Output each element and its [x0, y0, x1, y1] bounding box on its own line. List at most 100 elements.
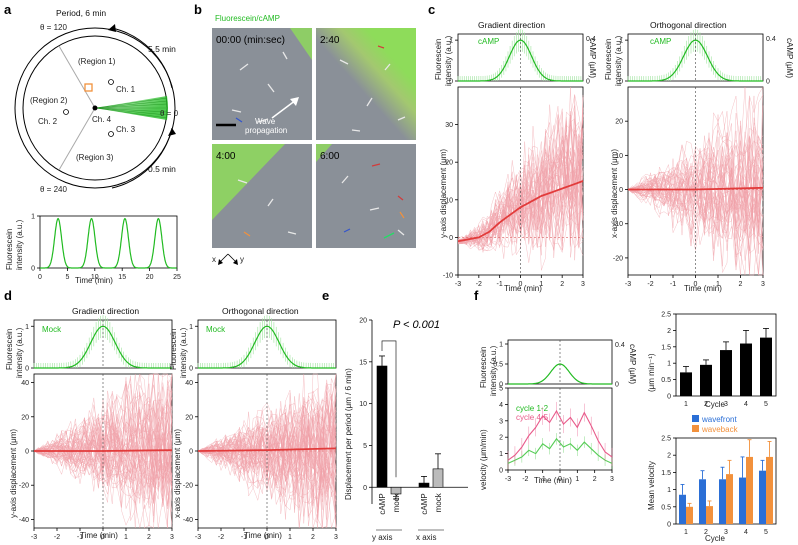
c_right-bot-xtick-4: 1 — [716, 281, 720, 288]
c_right-bot-ytick-4: 20 — [615, 119, 623, 126]
divider-240 — [58, 107, 96, 171]
c_left-top-curve — [458, 39, 583, 82]
d_left-bot-ytick-3: 20 — [21, 414, 29, 421]
d_right-cell-track — [197, 390, 337, 452]
ch4-label: Ch. 4 — [92, 115, 112, 124]
f-legend-c45: cycle 4-5 — [516, 413, 549, 422]
d_right-top-ytick-1: 1 — [189, 324, 193, 331]
fmv-cat-0: 1 — [684, 401, 688, 408]
c_left-bot-xtick-3: 0 — [519, 281, 523, 288]
d_right-bot-xtick-4: 1 — [288, 534, 292, 541]
e-ytick-2: 10 — [359, 401, 367, 408]
d_left-bot-ytick-4: 40 — [21, 380, 29, 387]
a-trace-xtick-1: 5 — [65, 274, 69, 281]
c_left-bot-xtick-4: 1 — [539, 281, 543, 288]
outer-ring — [14, 27, 176, 189]
d_left-cell-track — [33, 445, 173, 480]
f-top-ytick-0: 0 — [499, 382, 503, 389]
theta-0: θ = 0 — [160, 109, 179, 118]
d_right-mean-line — [197, 447, 337, 452]
a-trace-ytick-0: 0 — [31, 266, 35, 273]
f-vel-xtick-6: 3 — [610, 476, 614, 483]
d-left-title: Gradient direction — [72, 306, 139, 316]
f-top-rtick-1: 0.4 — [615, 342, 625, 349]
time-0000: 00:00 (min:sec) — [216, 35, 285, 46]
c_right-top-curve — [628, 39, 763, 82]
fmv-ytick-5: 2.5 — [661, 312, 671, 319]
ch1-label: Ch. 1 — [116, 85, 136, 94]
time-0400: 4:00 — [216, 151, 236, 162]
c_left-bot-ytick-0: -10 — [443, 273, 453, 280]
d_left-bot-xtick-3: 0 — [101, 534, 105, 541]
c_left-top-ytick-1: 1 — [449, 38, 453, 45]
d_left-cell-track — [33, 419, 173, 463]
c_left-cell-track — [457, 129, 584, 256]
c_right-top-ytick-0: 0 — [619, 79, 623, 86]
f-vel-xtick-5: 2 — [593, 476, 597, 483]
panel-f-front-back: Mean velocity wavefront waveback Cycle 0… — [647, 415, 777, 543]
d-right-fl-2: intensity (a.u.) — [179, 327, 188, 378]
c_left-bot-ytick-2: 10 — [445, 197, 453, 204]
f-vel-ytick-2: 2 — [499, 435, 503, 442]
fmv-bar-0 — [680, 372, 692, 396]
f-vel-xtick-3: 0 — [558, 476, 562, 483]
ffb-ytick-2: 1 — [667, 487, 671, 494]
c_left-bot-ytick-1: 0 — [449, 235, 453, 242]
divider-120 — [58, 45, 96, 109]
e-group-x: x axis — [416, 533, 436, 542]
c-right-fl-1: Fluorescein — [604, 39, 613, 80]
f-vel-xtick-4: 1 — [575, 476, 579, 483]
d-left-xlabel: Time (min) — [80, 531, 118, 540]
fmv-cat-3: 4 — [744, 401, 748, 408]
ch3-label: Ch. 3 — [116, 125, 136, 134]
c-right-title: Orthogonal direction — [650, 20, 727, 30]
theta-120: θ = 120 — [40, 23, 67, 32]
d_left-bot-xtick-0: -3 — [31, 534, 37, 541]
panel-label-d: d — [4, 288, 12, 303]
a-trace-xtick-2: 10 — [91, 274, 99, 281]
d_left-cell-track — [33, 373, 173, 475]
a-trace-xtick-5: 25 — [173, 274, 181, 281]
c_left-cell-track — [457, 133, 584, 263]
arc-arrow-top — [111, 27, 173, 89]
arc-arrow-bottom — [111, 127, 173, 189]
d_left-cell-track — [33, 450, 173, 489]
e-cat-1: mock — [392, 492, 401, 512]
e-group-y: y axis — [372, 533, 392, 542]
d-right-mock: Mock — [206, 325, 226, 334]
f-legend-front: wavefront — [701, 415, 737, 424]
ffb-bar-1-0 — [686, 506, 693, 524]
fmv-ytick-4: 2 — [667, 328, 671, 335]
d_right-bot-ytick-2: 0 — [189, 449, 193, 456]
panel-d-right: Orthogonal direction Mock Fluorescein in… — [169, 306, 338, 541]
e-cat-0: cAMP — [378, 493, 387, 514]
time-bottom: 0.5 min — [148, 164, 176, 174]
fmv-ytick-3: 1.5 — [661, 344, 671, 351]
legend-front-swatch — [692, 415, 699, 422]
c_left-bot-xtick-1: -2 — [476, 281, 482, 288]
panel-label-c: c — [428, 2, 435, 17]
c_left-cell-track — [457, 86, 584, 249]
d_left-bot-xtick-5: 2 — [147, 534, 151, 541]
d_left-bot-xtick-6: 3 — [170, 534, 174, 541]
c_left-bot-xtick-5: 2 — [560, 281, 564, 288]
gradient-wedge — [95, 96, 169, 120]
d_right-cell-track — [197, 406, 337, 508]
panel-d-left: Gradient direction Mock Fluorescein inte… — [5, 306, 174, 541]
c_right-cell-track — [628, 179, 764, 218]
panel-label-a: a — [4, 2, 12, 17]
e-ytick-1: 5 — [363, 443, 367, 450]
f-vel-ytick-0: 0 — [499, 468, 503, 475]
c_left-mean-line — [457, 180, 584, 243]
d_right-cell-track — [197, 406, 337, 529]
ffb-bar-1-1 — [706, 506, 713, 524]
d-left-ylabel: y-axis displacement (μm) — [9, 429, 18, 518]
f-fl-2: intensity (a.u.) — [489, 345, 498, 396]
ffb-ytick-5: 2.5 — [661, 436, 671, 443]
observation-square — [84, 83, 93, 92]
c-right-fl-2: intensity (a.u.) — [614, 35, 623, 86]
a-trace-ytick-1: 1 — [31, 214, 35, 221]
fmv-cat-4: 5 — [764, 401, 768, 408]
time-top: 5.5 min — [148, 44, 176, 54]
d_left-bot-xtick-4: 1 — [124, 534, 128, 541]
